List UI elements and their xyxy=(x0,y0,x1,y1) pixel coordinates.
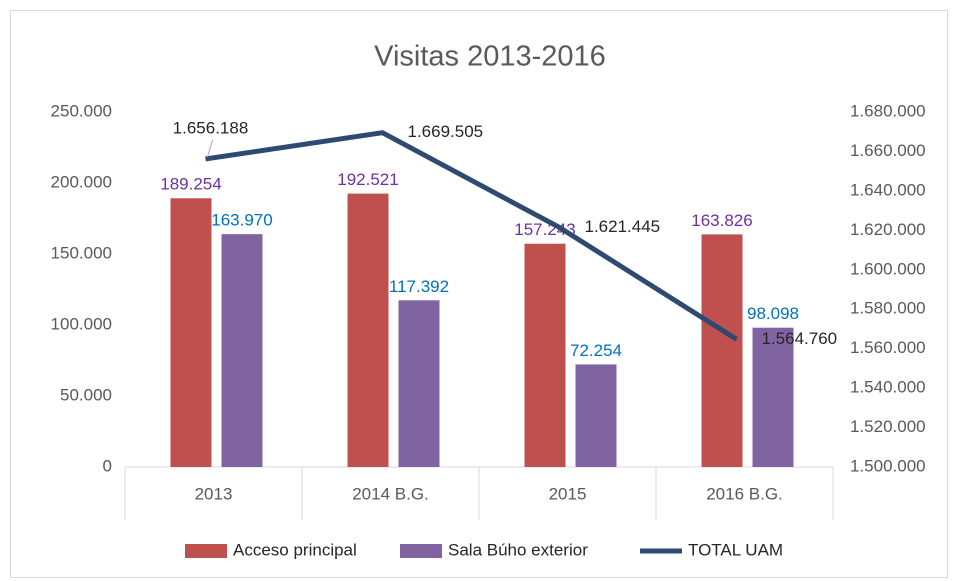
x-tick-label: 2015 xyxy=(549,484,587,503)
legend-label: TOTAL UAM xyxy=(688,540,783,559)
x-tick-label: 2014 B.G. xyxy=(352,484,429,503)
bar-value-label: 192.521 xyxy=(337,170,398,189)
y2-tick-label: 1.580.000 xyxy=(850,299,926,318)
bar xyxy=(524,243,566,467)
bar xyxy=(701,234,743,467)
y2-tick-label: 1.560.000 xyxy=(850,338,926,357)
line-value-label: 1.621.445 xyxy=(585,217,661,236)
y-tick-label: 150.000 xyxy=(51,243,112,262)
bar-value-label: 72.254 xyxy=(570,341,622,360)
y2-tick-label: 1.620.000 xyxy=(850,220,926,239)
x-tick-label: 2016 B.G. xyxy=(706,484,783,503)
y2-tick-label: 1.540.000 xyxy=(850,378,926,397)
bar-value-label: 157.243 xyxy=(514,220,575,239)
line xyxy=(205,130,738,342)
y2-tick-label: 1.500.000 xyxy=(850,456,926,475)
y-tick-label: 100.000 xyxy=(51,314,112,333)
y-tick-label: 50.000 xyxy=(60,385,112,404)
bar-value-label: 163.826 xyxy=(691,211,752,230)
legend-swatch xyxy=(400,544,442,558)
legend-swatch xyxy=(185,544,227,558)
bar-value-label: 117.392 xyxy=(389,277,449,296)
y2-tick-label: 1.660.000 xyxy=(850,141,926,160)
bar xyxy=(398,300,440,467)
legend-label: Sala Búho exterior xyxy=(448,540,588,559)
bar xyxy=(575,364,617,467)
line-value-label: 1.656.188 xyxy=(173,118,249,137)
bar xyxy=(170,198,212,467)
bar-value-label: 98.098 xyxy=(747,304,799,323)
bar-value-label: 163.970 xyxy=(211,211,272,230)
y2-tick-label: 1.600.000 xyxy=(850,259,926,278)
line-value-label: 1.669.505 xyxy=(408,122,484,141)
y2-tick-label: 1.640.000 xyxy=(850,180,926,199)
y-tick-label: 200.000 xyxy=(51,172,112,191)
y2-tick-label: 1.520.000 xyxy=(850,417,926,436)
y-tick-label: 250.000 xyxy=(51,101,112,120)
bar xyxy=(347,193,389,467)
bar-value-label: 189.254 xyxy=(160,175,221,194)
y2-tick-label: 1.680.000 xyxy=(850,101,926,120)
x-tick-label: 2013 xyxy=(195,484,233,503)
leader-line xyxy=(207,139,213,158)
legend-label: Acceso principal xyxy=(233,540,357,559)
bar xyxy=(221,234,263,467)
line-value-label: 1.564.760 xyxy=(762,329,838,348)
chart-title: Visitas 2013-2016 xyxy=(374,41,606,73)
bar xyxy=(752,327,794,467)
y-tick-label: 0 xyxy=(103,456,112,475)
